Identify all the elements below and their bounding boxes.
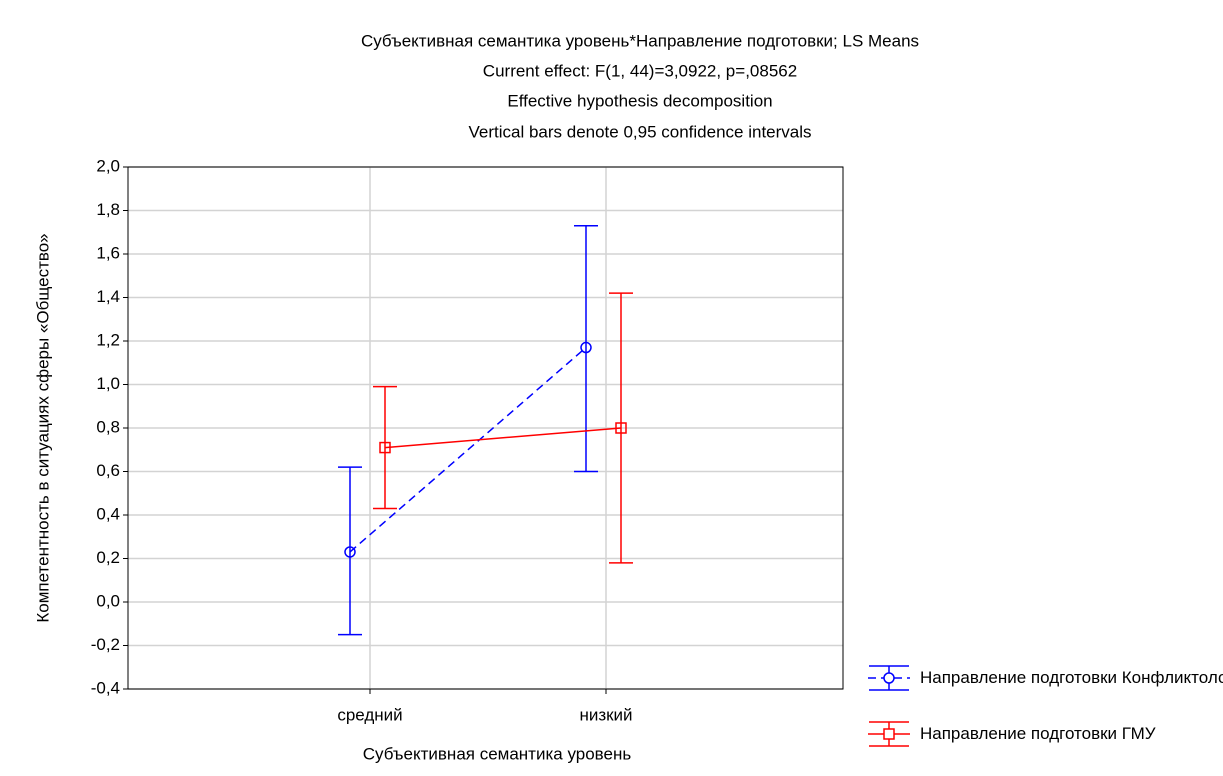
x-axis-label: Субъективная семантика уровень — [363, 744, 632, 763]
y-tick-label: 1,8 — [96, 200, 120, 219]
plot-frame — [127, 166, 844, 690]
y-tick-label: 1,2 — [96, 330, 120, 349]
y-tick-label: -0,2 — [91, 635, 120, 654]
error-bar — [609, 292, 633, 564]
error-bar — [574, 224, 598, 473]
error-bar — [338, 466, 362, 636]
legend-marker — [883, 728, 895, 740]
y-tick-label: 0,2 — [96, 548, 120, 567]
point — [615, 422, 627, 434]
y-tick-label: 1,6 — [96, 243, 120, 262]
point — [379, 441, 391, 454]
chart-subtitle: Current effect: F(1, 44)=3,0922, p=,0856… — [483, 61, 797, 80]
series-line — [349, 346, 587, 553]
legend-label: Направление подготовки Конфликтологи — [920, 668, 1223, 687]
y-tick-label: 1,4 — [96, 287, 120, 306]
y-tick-label: 0,8 — [96, 417, 120, 436]
x-tick-label: низкий — [579, 705, 632, 724]
chart-title: Субъективная семантика уровень*Направлен… — [361, 31, 919, 50]
y-axis-label: Компетентность в ситуациях сферы «Общест… — [33, 233, 52, 622]
point — [580, 341, 592, 354]
y-tick-label: 2,0 — [96, 156, 120, 175]
y-tick-label: -0,4 — [91, 678, 120, 697]
chart-subtitle: Effective hypothesis decomposition — [507, 91, 772, 110]
y-tick-label: 0,4 — [96, 504, 120, 523]
legend-label: Направление подготовки ГМУ — [920, 724, 1156, 743]
series-line — [384, 427, 622, 449]
chart-subtitle: Vertical bars denote 0,95 confidence int… — [468, 122, 811, 141]
y-tick-label: 1,0 — [96, 374, 120, 393]
x-tick-label: средний — [337, 705, 402, 724]
point — [344, 546, 356, 558]
legend-marker — [883, 672, 895, 684]
y-tick-label: 0,6 — [96, 461, 120, 480]
error-bar — [373, 385, 397, 510]
y-tick-label: 0,0 — [96, 591, 120, 610]
